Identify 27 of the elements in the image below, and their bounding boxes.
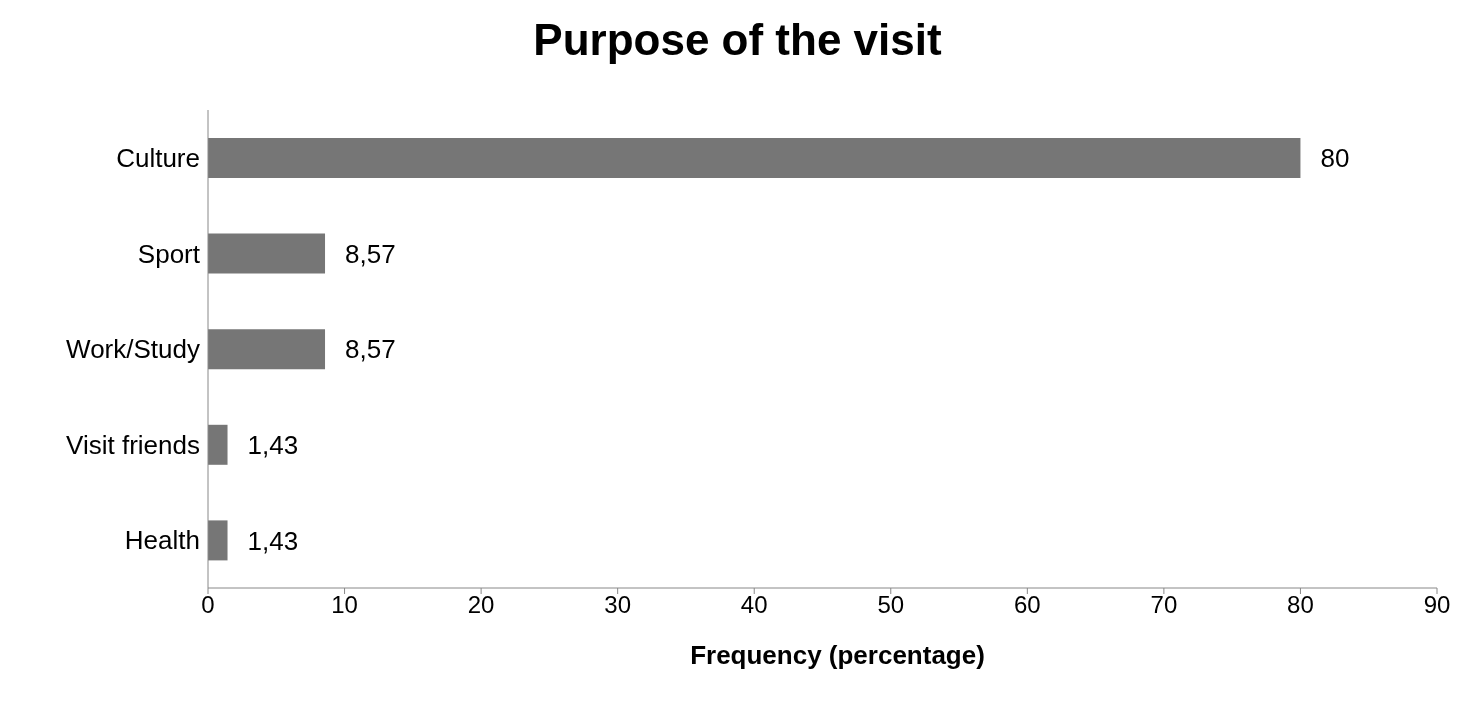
bar xyxy=(208,424,228,465)
bar xyxy=(208,138,1301,178)
data-label: 80 xyxy=(1320,143,1350,174)
data-label: 1,43 xyxy=(247,525,299,556)
data-label: 8,57 xyxy=(345,334,396,365)
bar xyxy=(208,520,228,561)
data-label: 8,57 xyxy=(345,238,396,269)
y-tick-label: Work/Study xyxy=(66,334,200,365)
y-tick-label: Culture xyxy=(116,143,200,174)
x-tick-label: 60 xyxy=(1013,591,1041,619)
x-tick-label: 30 xyxy=(604,591,632,619)
bar xyxy=(208,329,326,370)
chart-title: Purpose of the visit xyxy=(532,14,943,66)
x-tick-label: 10 xyxy=(331,591,358,619)
y-tick-label: Sport xyxy=(137,238,201,269)
x-tick-label: 20 xyxy=(467,591,495,619)
x-tick-label: 40 xyxy=(740,591,768,619)
x-tick-label: 90 xyxy=(1423,591,1451,619)
y-tick-label: Visit friends xyxy=(66,429,200,460)
x-axis-title: Frequency (percentage) xyxy=(689,640,986,671)
x-tick-label: 0 xyxy=(201,591,215,619)
y-tick-label: Health xyxy=(124,525,200,556)
bar xyxy=(208,233,326,274)
x-tick-label: 70 xyxy=(1150,591,1178,619)
x-tick-label: 50 xyxy=(877,591,905,619)
data-label: 1,43 xyxy=(247,430,299,461)
x-tick-label: 80 xyxy=(1287,591,1314,619)
